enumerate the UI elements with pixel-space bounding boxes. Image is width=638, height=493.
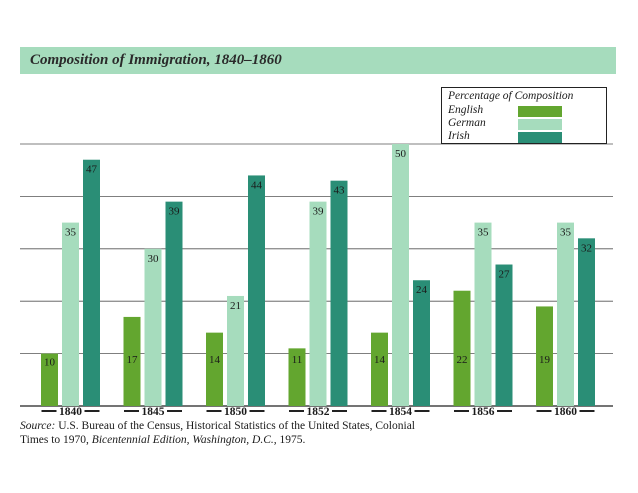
data-label: 35 (560, 227, 572, 239)
bar-english-1854 (371, 332, 388, 406)
legend-label-irish: Irish (448, 130, 470, 142)
bar-english-1845 (123, 316, 141, 406)
bar-english-1852 (288, 348, 306, 406)
x-tick-label: 1852 (307, 406, 330, 418)
data-label: 14 (209, 354, 221, 366)
source-edition: Bicentennial Edition, Washington, D.C., (91, 434, 277, 446)
source-prefix: Source: (20, 420, 56, 432)
data-label: 32 (581, 242, 592, 254)
data-label: 43 (334, 185, 346, 197)
data-label: 21 (230, 300, 241, 312)
bar-english-1840 (41, 353, 58, 406)
x-tick-label: 1845 (142, 406, 165, 418)
data-label: 19 (539, 354, 551, 366)
data-label: 44 (251, 179, 263, 191)
source-year: 1975. (276, 434, 306, 446)
x-tick-label: 1850 (224, 406, 247, 418)
legend-label-english: English (448, 104, 484, 116)
bar-german-1860 (557, 222, 574, 406)
legend-title: Percentage of Composition (448, 90, 574, 102)
bar-irish-1860 (578, 238, 595, 406)
bar-german-1856 (474, 222, 492, 406)
x-tick-label: 1854 (389, 406, 412, 418)
data-label: 27 (499, 269, 511, 281)
data-label: 47 (86, 164, 98, 176)
data-label: 10 (44, 357, 56, 369)
bar-english-1856 (453, 290, 471, 406)
bar-irish-1850 (248, 175, 265, 406)
data-label: 39 (313, 206, 325, 218)
data-label: 35 (478, 227, 490, 239)
legend-swatch-irish (518, 132, 562, 143)
data-label: 22 (457, 354, 468, 366)
legend-swatch-english (518, 106, 562, 117)
bar-english-1860 (536, 306, 553, 406)
bar-english-1850 (206, 332, 223, 406)
data-label: 50 (395, 148, 407, 160)
legend: Percentage of Composition English German… (441, 87, 607, 144)
bar-german-1840 (62, 222, 79, 406)
bar-german-1852 (309, 201, 327, 406)
source-text: U.S. Bureau of the Census, Historical St… (20, 420, 415, 446)
bar-irish-1854 (413, 280, 430, 406)
bar-irish-1856 (495, 264, 513, 406)
legend-label-german: German (448, 117, 486, 129)
legend-item-english: English (448, 104, 598, 118)
data-label: 14 (374, 354, 386, 366)
bar-german-1845 (144, 248, 162, 406)
data-label: 17 (127, 354, 139, 366)
legend-item-german: German (448, 117, 598, 131)
bar-irish-1845 (165, 201, 183, 406)
data-label: 11 (292, 354, 303, 366)
x-tick-label: 1840 (59, 406, 82, 418)
legend-item-irish: Irish (448, 130, 598, 144)
legend-swatch-german (518, 119, 562, 130)
data-label: 35 (65, 227, 77, 239)
x-tick-label: 1856 (472, 406, 495, 418)
bar-german-1854 (392, 144, 409, 406)
data-label: 30 (148, 253, 160, 265)
bar-irish-1852 (330, 180, 348, 406)
chart-title: Composition of Immigration, 1840–1860 (30, 52, 282, 68)
bar-irish-1840 (83, 159, 100, 406)
source-note: Source: U.S. Bureau of the Census, Histo… (20, 419, 440, 447)
bar-german-1850 (227, 295, 244, 406)
title-bar: Composition of Immigration, 1840–1860 (20, 47, 616, 74)
x-tick-label: 1860 (554, 406, 577, 418)
data-label: 24 (416, 284, 428, 296)
data-label: 39 (169, 206, 181, 218)
